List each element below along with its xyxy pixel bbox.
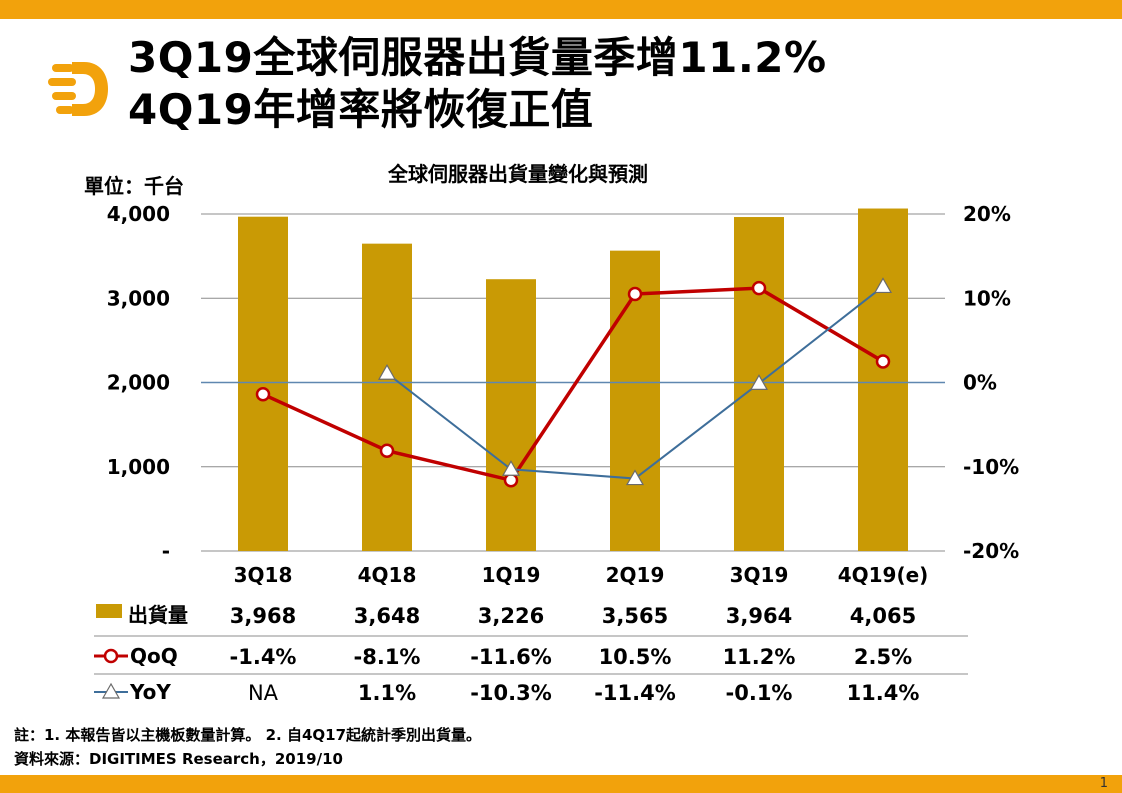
point-QoQ-4Q19(e) bbox=[875, 354, 891, 369]
top-accent-bar bbox=[0, 0, 1122, 19]
bar-3Q18 bbox=[238, 216, 288, 552]
page-number: 1 bbox=[1099, 776, 1108, 791]
footnote-source: 資料來源：DIGITIMES Research，2019/10 bbox=[14, 750, 343, 768]
legend-key-出貨量 bbox=[96, 604, 122, 618]
data-label-出貨量: 3,968 bbox=[230, 604, 296, 628]
right-axis-tick: 10% bbox=[963, 286, 1011, 310]
data-label-QoQ: -11.6% bbox=[470, 645, 552, 669]
x-tick-label: 4Q18 bbox=[358, 563, 417, 587]
series-line-QoQ bbox=[262, 286, 884, 483]
point-QoQ-3Q18 bbox=[255, 387, 271, 402]
chart-title: 全球伺服器出貨量變化與預測 bbox=[388, 162, 648, 186]
legend-label-YoY: YoY bbox=[129, 680, 171, 704]
unit-label: 單位：千台 bbox=[84, 174, 184, 198]
data-label-YoY: 1.1% bbox=[358, 681, 416, 705]
x-tick-label: 3Q18 bbox=[234, 563, 293, 587]
x-tick-label: 3Q19 bbox=[730, 563, 789, 587]
x-tick-label: 2Q19 bbox=[606, 563, 665, 587]
x-tick-label: 4Q19(e) bbox=[838, 563, 929, 587]
data-label-YoY: 11.4% bbox=[847, 681, 920, 705]
point-YoY-4Q19(e) bbox=[873, 277, 893, 294]
point-YoY-4Q18 bbox=[377, 364, 397, 380]
digitimes-logo-icon bbox=[48, 62, 108, 116]
data-label-出貨量: 3,648 bbox=[354, 604, 420, 628]
right-axis-tick: 20% bbox=[963, 202, 1011, 226]
data-label-QoQ: 10.5% bbox=[599, 645, 672, 669]
data-label-QoQ: -1.4% bbox=[230, 645, 297, 669]
point-QoQ-2Q19 bbox=[627, 286, 643, 302]
left-axis-tick: - bbox=[162, 539, 170, 563]
legend-label-出貨量: 出貨量 bbox=[128, 603, 188, 627]
bar-1Q19 bbox=[486, 279, 536, 551]
data-label-QoQ: -8.1% bbox=[354, 645, 421, 669]
data-label-YoY: -11.4% bbox=[594, 681, 676, 705]
data-label-YoY: NA bbox=[248, 681, 279, 705]
legend-label-QoQ: QoQ bbox=[130, 644, 178, 668]
right-axis-tick: -20% bbox=[963, 539, 1019, 563]
point-YoY-2Q19 bbox=[625, 469, 645, 486]
left-axis-tick: 3,000 bbox=[107, 286, 170, 310]
point-QoQ-3Q19 bbox=[751, 280, 767, 296]
bar-4Q19(e) bbox=[858, 208, 908, 551]
data-label-出貨量: 3,226 bbox=[478, 604, 544, 628]
data-label-出貨量: 3,565 bbox=[602, 604, 668, 628]
title-line-1: 3Q19全球伺服器出貨量季增11.2% bbox=[128, 33, 827, 82]
point-QoQ-4Q18 bbox=[379, 443, 395, 458]
legend-marker-QoQ bbox=[103, 648, 119, 664]
data-label-YoY: -0.1% bbox=[726, 681, 793, 705]
left-axis-tick: 4,000 bbox=[107, 202, 170, 226]
point-QoQ-1Q19 bbox=[503, 472, 519, 488]
bar-4Q18 bbox=[362, 243, 412, 551]
point-YoY-1Q19 bbox=[501, 460, 521, 476]
point-YoY-3Q19 bbox=[749, 374, 769, 390]
data-label-出貨量: 4,065 bbox=[850, 604, 916, 628]
bottom-accent-bar bbox=[0, 775, 1122, 793]
page-title: 3Q19全球伺服器出貨量季增11.2% 4Q19年增率將恢復正值 bbox=[128, 32, 827, 136]
footnote-note: 註：1. 本報告皆以主機板數量計算。 2. 自4Q17起統計季別出貨量。 bbox=[14, 726, 482, 744]
data-label-QoQ: 11.2% bbox=[723, 645, 796, 669]
right-axis-tick: -10% bbox=[963, 455, 1019, 479]
title-line-2: 4Q19年增率將恢復正值 bbox=[128, 85, 594, 134]
data-label-YoY: -10.3% bbox=[470, 681, 552, 705]
data-label-出貨量: 3,964 bbox=[726, 604, 792, 628]
left-axis-tick: 1,000 bbox=[107, 455, 170, 479]
data-label-QoQ: 2.5% bbox=[854, 645, 912, 669]
x-tick-label: 1Q19 bbox=[482, 563, 541, 587]
legend-marker-YoY bbox=[101, 682, 121, 699]
right-axis-tick: 0% bbox=[963, 371, 997, 395]
left-axis-tick: 2,000 bbox=[107, 371, 170, 395]
